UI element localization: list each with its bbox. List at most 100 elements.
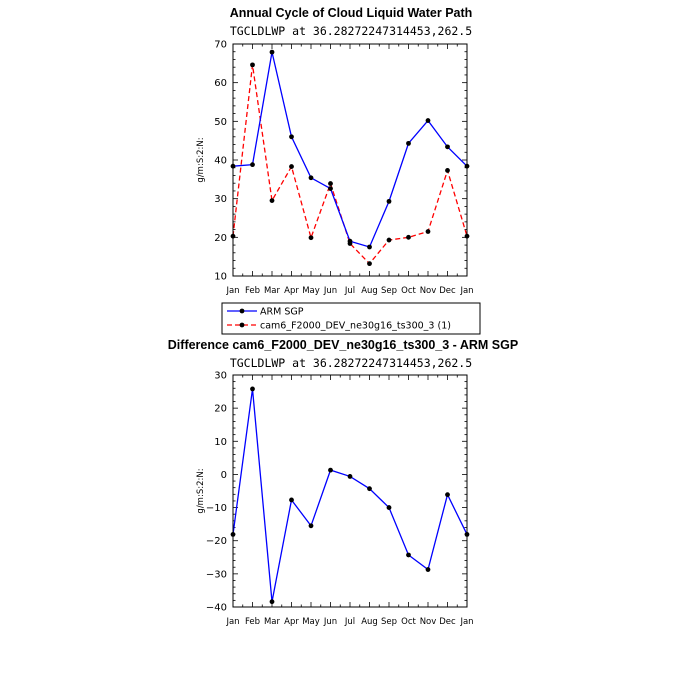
legend: ARM SGP cam6_F2000_DEV_ne30g16_ts300_3 (…: [221, 302, 481, 335]
x-tick-label: Aug: [361, 286, 378, 296]
data-point: [289, 497, 294, 503]
data-point: [347, 474, 353, 479]
plot-frame: [232, 43, 468, 277]
chart-title: Difference cam6_F2000_DEV_ne30g16_ts300_…: [168, 338, 518, 352]
x-tick-label: Jan: [459, 617, 473, 627]
x-tick-label: Apr: [284, 286, 299, 296]
x-tick-label: May: [302, 286, 320, 296]
legend-label-arm-sgp: ARM SGP: [260, 307, 304, 318]
data-point: [367, 486, 372, 492]
data-point: [386, 237, 392, 243]
x-tick-label: Mar: [264, 617, 281, 627]
y-tick-label: 10: [214, 272, 227, 283]
x-tick-label: Mar: [264, 286, 281, 296]
y-tick-label: 0: [221, 470, 227, 481]
data-point: [308, 523, 314, 529]
difference-panel: Difference cam6_F2000_DEV_ne30g16_ts300_…: [168, 338, 518, 627]
data-point: [269, 198, 275, 204]
data-point: [425, 567, 431, 572]
x-tick-label: Nov: [420, 617, 437, 627]
x-tick-label: Jan: [459, 286, 473, 296]
data-point: [445, 168, 450, 173]
y-tick-label: 30: [214, 371, 227, 382]
y-tick-label: 20: [214, 404, 227, 415]
data-point: [250, 386, 255, 392]
x-tick-label: Feb: [245, 617, 260, 627]
x-tick-label: Feb: [245, 286, 260, 296]
data-point: [250, 62, 255, 68]
legend-marker-arm-sgp: [239, 308, 245, 314]
x-tick-labels: Jan Feb Mar Apr May Jun Jul Aug Sep Oct Nov Dec Jan: [225, 617, 473, 627]
y-tick-label: −10: [206, 503, 227, 514]
y-axis-label: g/m:S:2:N:: [196, 468, 206, 513]
x-tick-label: Oct: [401, 286, 416, 296]
x-tick-label: May: [302, 617, 320, 627]
annual-cycle-panel: Annual Cycle of Cloud Liquid Water Path …: [196, 6, 481, 335]
y-tick-labels: 10 20 30 40 50 60 70: [214, 40, 227, 283]
data-point: [445, 144, 450, 150]
x-tick-label: Jan: [225, 286, 239, 296]
chart-subtitle: TGCLDLWP at 36.28272247314453,262.5: [230, 24, 472, 38]
series-points: [230, 386, 470, 605]
data-point: [289, 164, 294, 169]
legend-marker-cam6: [239, 322, 245, 328]
series-lines: [232, 51, 468, 265]
data-point: [328, 186, 333, 192]
x-tick-label: Sep: [381, 617, 397, 627]
axes-ticks: [232, 374, 468, 608]
x-tick-label: Oct: [401, 617, 416, 627]
x-tick-label: Jul: [344, 286, 355, 296]
series-line-arm-sgp: [232, 388, 468, 602]
series-points: [230, 49, 470, 267]
y-tick-label: 40: [214, 156, 227, 167]
legend-box: [221, 302, 481, 335]
x-tick-label: Jan: [225, 617, 239, 627]
data-point: [367, 261, 372, 267]
x-tick-label: Jun: [323, 286, 337, 296]
y-tick-labels: −40 −30 −20 −10 0 10 20 30: [206, 371, 227, 614]
data-point: [308, 235, 314, 241]
x-tick-labels: Jan Feb Mar Apr May Jun Jul Aug Sep Oct Nov Dec Jan: [225, 286, 473, 296]
data-point: [328, 467, 333, 473]
series-lines: [232, 388, 468, 602]
x-tick-label: Dec: [439, 286, 456, 296]
y-tick-label: 30: [214, 194, 227, 205]
y-tick-label: 70: [214, 40, 227, 51]
data-point: [406, 234, 411, 240]
data-point: [250, 162, 255, 168]
y-tick-label: −30: [206, 569, 227, 580]
data-point: [406, 552, 411, 558]
data-point: [386, 198, 392, 204]
data-point: [445, 492, 450, 498]
data-point: [406, 140, 411, 146]
data-point: [347, 238, 353, 244]
chart-subtitle: TGCLDLWP at 36.28272247314453,262.5: [230, 356, 472, 370]
x-tick-label: Jul: [344, 617, 355, 627]
chart-title: Annual Cycle of Cloud Liquid Water Path: [230, 6, 473, 20]
x-tick-label: Apr: [284, 617, 299, 627]
data-point: [269, 49, 275, 55]
x-tick-label: Dec: [439, 617, 456, 627]
y-tick-label: −40: [206, 603, 227, 614]
data-point: [289, 134, 294, 140]
x-tick-label: Jun: [323, 617, 337, 627]
data-point: [425, 118, 431, 123]
x-tick-label: Aug: [361, 617, 378, 627]
y-tick-label: 50: [214, 117, 227, 128]
y-tick-label: −20: [206, 536, 227, 547]
y-tick-label: 20: [214, 233, 227, 244]
x-tick-label: Sep: [381, 286, 397, 296]
plot-frame: [232, 374, 468, 608]
data-point: [328, 181, 333, 186]
data-point: [269, 599, 275, 605]
x-tick-label: Nov: [420, 286, 437, 296]
legend-label-cam6: cam6_F2000_DEV_ne30g16_ts300_3 (1): [260, 321, 451, 332]
data-point: [386, 505, 392, 510]
y-axis-label: g/m:S:2:N:: [196, 137, 206, 182]
y-tick-label: 10: [214, 437, 227, 448]
data-point: [308, 175, 314, 181]
series-line-cam6: [232, 64, 468, 265]
data-point: [425, 229, 431, 234]
y-tick-label: 60: [214, 78, 227, 89]
